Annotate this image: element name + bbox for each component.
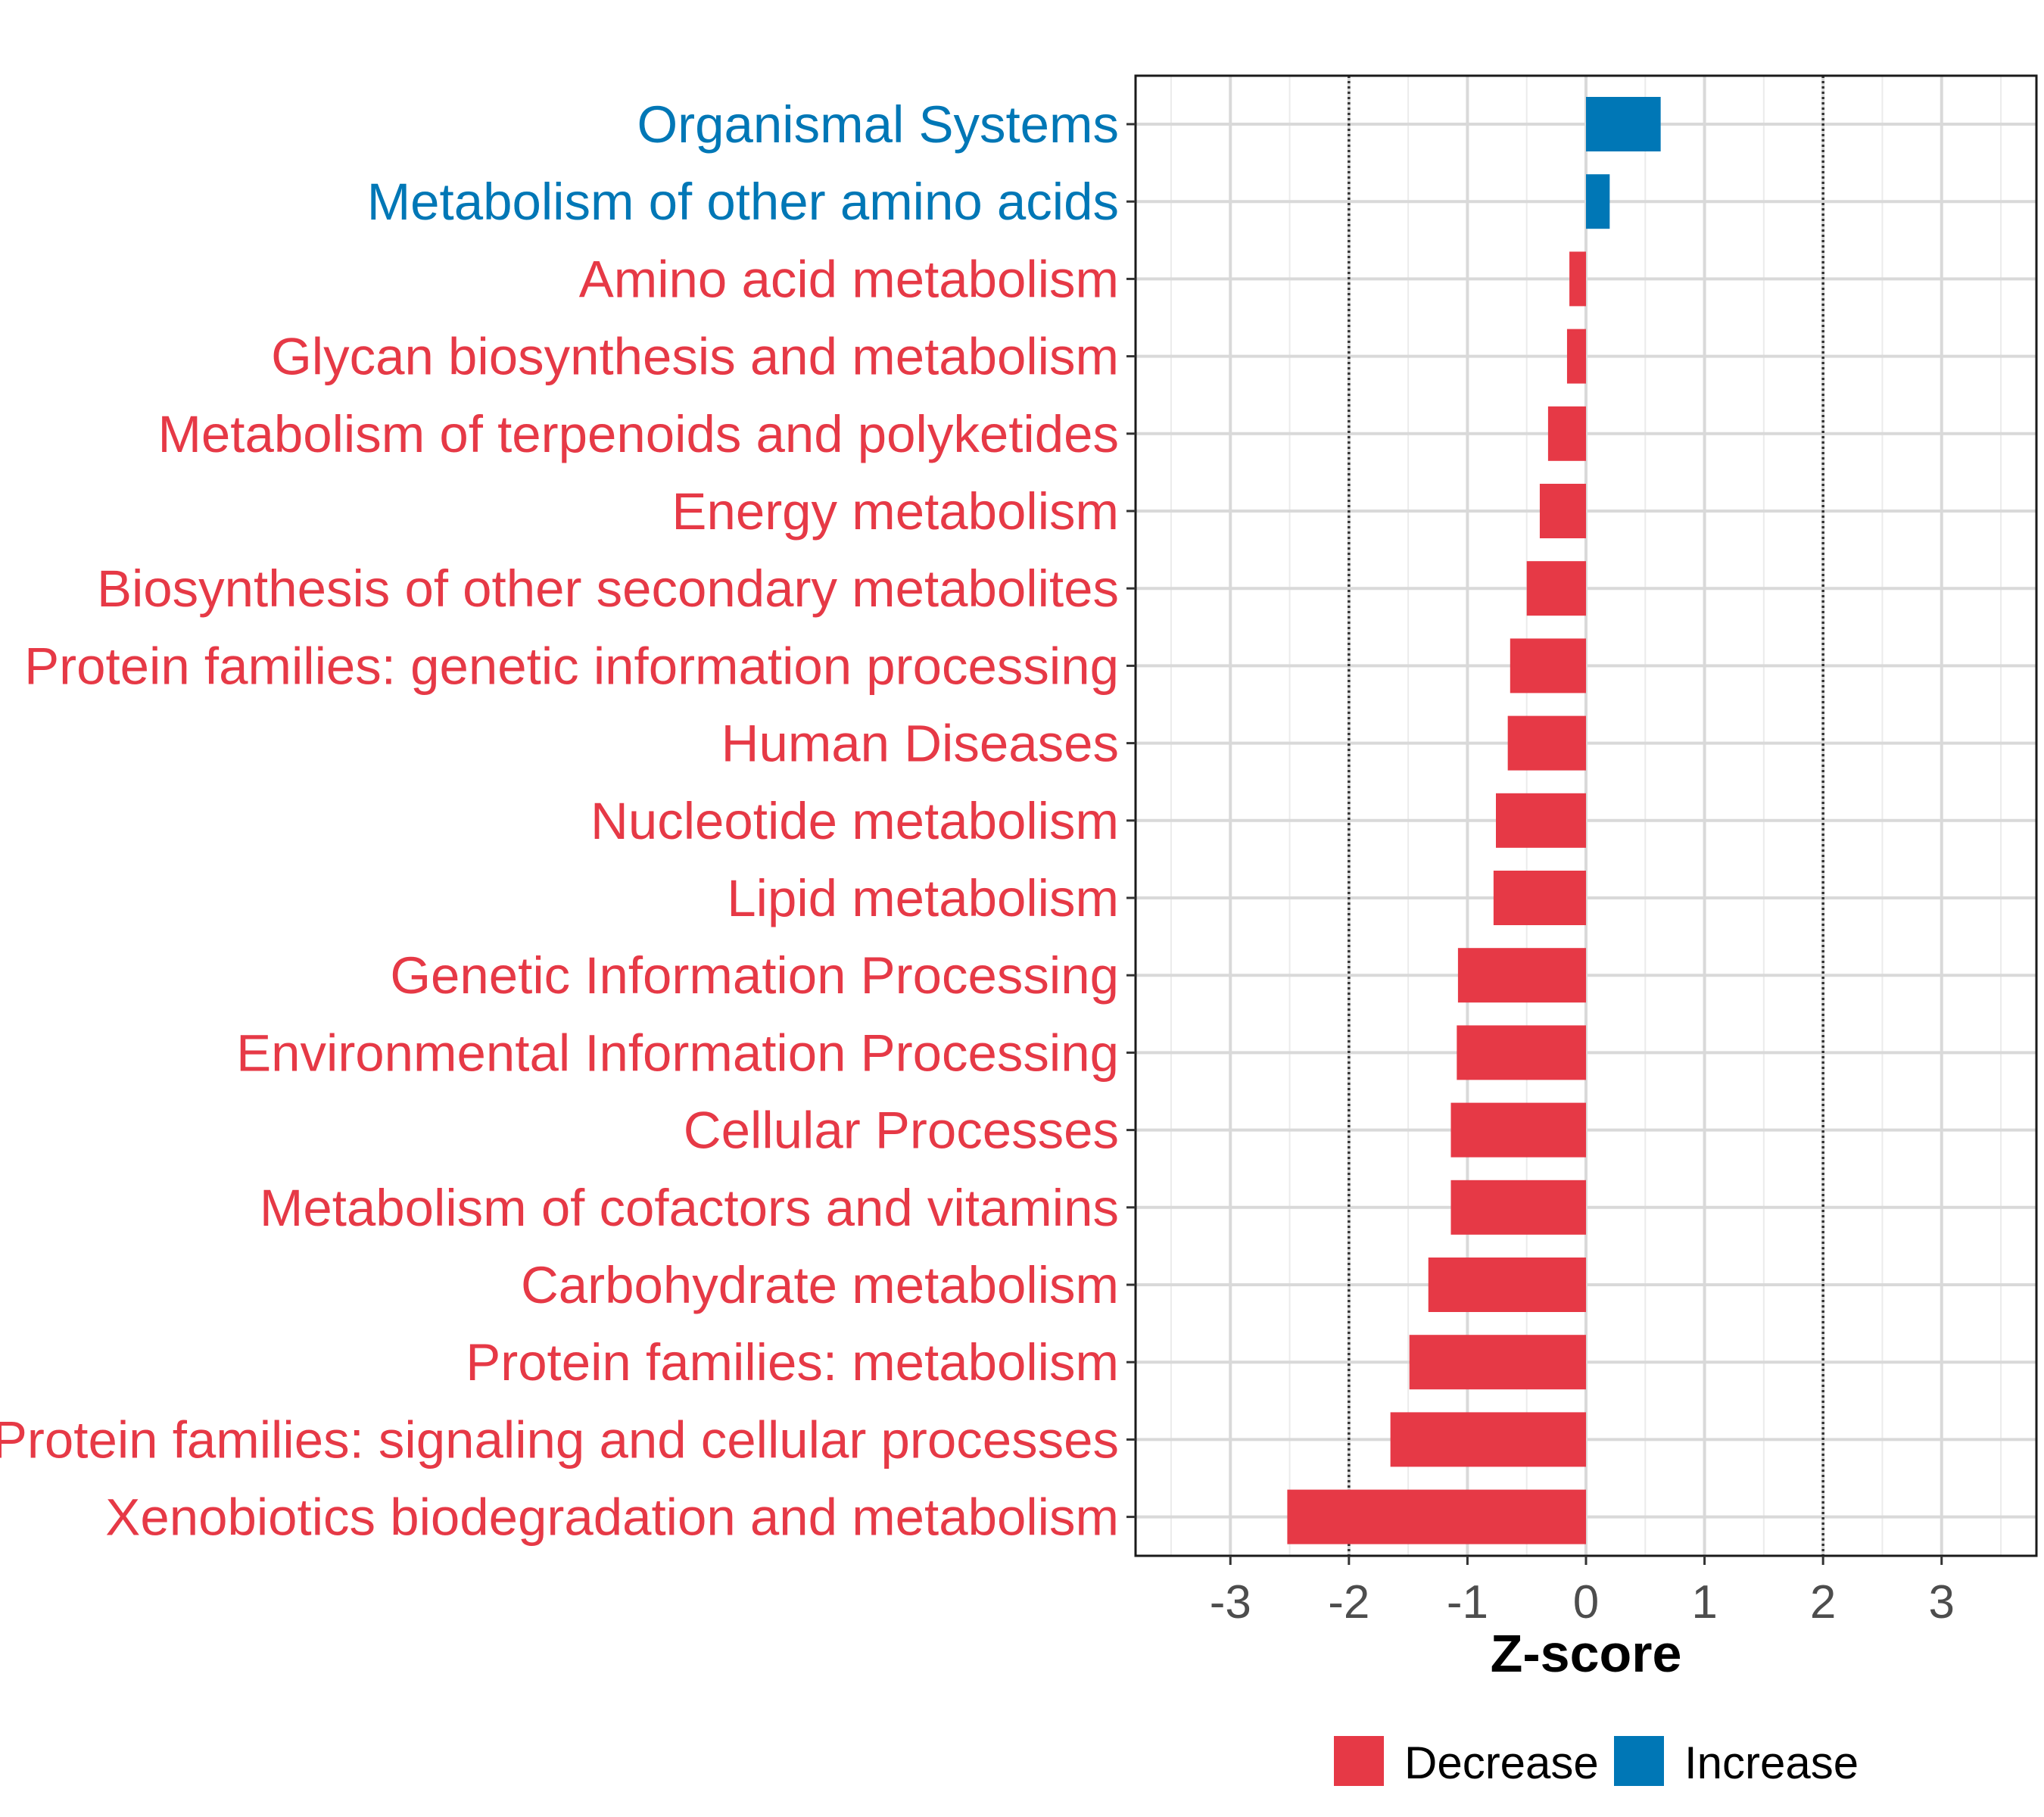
bar — [1566, 329, 1586, 384]
bar — [1457, 948, 1586, 1003]
bar — [1569, 251, 1586, 307]
y-tick-label: Protein families: signaling and cellular… — [0, 1410, 1119, 1469]
x-tick-label: 2 — [1810, 1576, 1836, 1628]
y-tick-label: Glycan biosynthesis and metabolism — [271, 328, 1119, 386]
y-tick-label: Carbohydrate metabolism — [521, 1256, 1119, 1314]
y-tick-label: Organismal Systems — [637, 95, 1120, 154]
bar — [1450, 1102, 1586, 1158]
bar — [1390, 1412, 1586, 1467]
bars — [1287, 97, 1661, 1544]
legend-label-decrease: Decrease — [1404, 1738, 1599, 1788]
x-tick-label: -3 — [1210, 1576, 1251, 1628]
y-tick-label: Biosynthesis of other secondary metaboli… — [97, 559, 1119, 618]
x-tick-label: 1 — [1691, 1576, 1717, 1628]
bar — [1510, 638, 1586, 693]
bar — [1428, 1258, 1586, 1312]
x-axis: -3 -2 -1 0 1 2 3 — [1210, 1556, 1955, 1628]
y-tick-label: Human Diseases — [721, 715, 1119, 773]
y-tick-label: Energy metabolism — [671, 482, 1119, 541]
y-tick-label: Protein families: genetic information pr… — [24, 637, 1119, 695]
legend-swatch-decrease — [1334, 1736, 1384, 1786]
y-tick-label: Amino acid metabolism — [579, 250, 1119, 308]
y-tick-label: Metabolism of other amino acids — [367, 173, 1119, 231]
x-tick-label: -1 — [1447, 1576, 1488, 1628]
bar — [1547, 406, 1586, 461]
bar — [1586, 97, 1661, 151]
bar — [1457, 1025, 1586, 1080]
y-tick-label: Cellular Processes — [684, 1102, 1119, 1160]
bar — [1539, 484, 1586, 538]
bar — [1287, 1489, 1586, 1544]
y-tick-label: Lipid metabolism — [727, 869, 1119, 927]
y-tick-label: Metabolism of terpenoids and polyketides — [157, 405, 1119, 463]
legend-swatch-increase — [1614, 1736, 1664, 1786]
y-tick-label: Xenobiotics biodegradation and metabolis… — [105, 1488, 1119, 1547]
bar — [1526, 561, 1586, 616]
legend-label-increase: Increase — [1684, 1738, 1859, 1788]
bar — [1586, 174, 1610, 229]
y-tick-label: Protein families: metabolism — [466, 1333, 1119, 1392]
y-tick-label: Genetic Information Processing — [390, 946, 1119, 1005]
y-axis: Organismal Systems Metabolism of other am… — [0, 95, 1136, 1547]
y-tick-label: Nucleotide metabolism — [590, 792, 1119, 850]
bar — [1496, 793, 1586, 848]
bar — [1507, 715, 1586, 771]
bar — [1493, 871, 1586, 925]
y-tick-label: Metabolism of cofactors and vitamins — [260, 1179, 1119, 1237]
bar — [1450, 1180, 1586, 1235]
bar — [1409, 1335, 1586, 1390]
y-tick-label: Environmental Information Processing — [236, 1024, 1119, 1082]
legend: Decrease Increase — [1334, 1736, 1859, 1788]
x-tick-label: 0 — [1573, 1576, 1599, 1628]
x-tick-label: 3 — [1928, 1576, 1954, 1628]
x-axis-title: Z-score — [1491, 1624, 1682, 1683]
x-tick-label: -2 — [1328, 1576, 1369, 1628]
